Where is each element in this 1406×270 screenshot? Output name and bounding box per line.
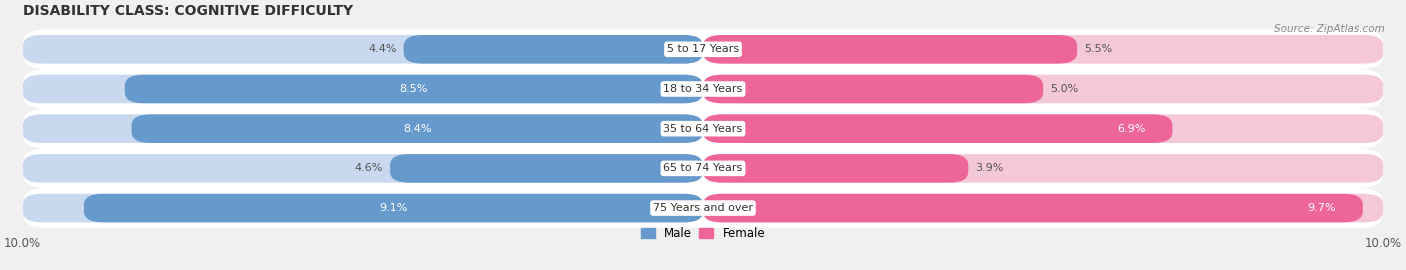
Legend: Male, Female: Male, Female — [636, 222, 770, 245]
FancyBboxPatch shape — [22, 109, 1384, 148]
FancyBboxPatch shape — [22, 114, 703, 143]
FancyBboxPatch shape — [703, 114, 1384, 143]
FancyBboxPatch shape — [22, 75, 703, 103]
FancyBboxPatch shape — [703, 154, 1384, 183]
FancyBboxPatch shape — [22, 188, 1384, 228]
Text: 75 Years and over: 75 Years and over — [652, 203, 754, 213]
Text: 35 to 64 Years: 35 to 64 Years — [664, 124, 742, 134]
FancyBboxPatch shape — [22, 194, 703, 222]
Text: 9.7%: 9.7% — [1308, 203, 1336, 213]
Text: Source: ZipAtlas.com: Source: ZipAtlas.com — [1274, 24, 1385, 34]
FancyBboxPatch shape — [703, 75, 1043, 103]
Text: 8.5%: 8.5% — [399, 84, 427, 94]
FancyBboxPatch shape — [125, 75, 703, 103]
Text: 18 to 34 Years: 18 to 34 Years — [664, 84, 742, 94]
FancyBboxPatch shape — [703, 154, 969, 183]
FancyBboxPatch shape — [84, 194, 703, 222]
Text: 65 to 74 Years: 65 to 74 Years — [664, 163, 742, 173]
FancyBboxPatch shape — [703, 35, 1384, 64]
FancyBboxPatch shape — [703, 194, 1362, 222]
FancyBboxPatch shape — [703, 114, 1173, 143]
Text: 5 to 17 Years: 5 to 17 Years — [666, 44, 740, 54]
Text: 5.0%: 5.0% — [1050, 84, 1078, 94]
Text: 6.9%: 6.9% — [1116, 124, 1144, 134]
Text: 5.5%: 5.5% — [1084, 44, 1112, 54]
FancyBboxPatch shape — [22, 29, 1384, 69]
FancyBboxPatch shape — [22, 148, 1384, 188]
FancyBboxPatch shape — [22, 69, 1384, 109]
FancyBboxPatch shape — [703, 75, 1384, 103]
FancyBboxPatch shape — [404, 35, 703, 64]
FancyBboxPatch shape — [22, 154, 703, 183]
FancyBboxPatch shape — [703, 194, 1384, 222]
Text: 3.9%: 3.9% — [976, 163, 1004, 173]
Text: 4.6%: 4.6% — [354, 163, 384, 173]
Text: 8.4%: 8.4% — [404, 124, 432, 134]
FancyBboxPatch shape — [703, 35, 1077, 64]
Text: 9.1%: 9.1% — [380, 203, 408, 213]
FancyBboxPatch shape — [132, 114, 703, 143]
Text: DISABILITY CLASS: COGNITIVE DIFFICULTY: DISABILITY CLASS: COGNITIVE DIFFICULTY — [22, 4, 353, 18]
FancyBboxPatch shape — [389, 154, 703, 183]
Text: 4.4%: 4.4% — [368, 44, 396, 54]
FancyBboxPatch shape — [22, 35, 703, 64]
